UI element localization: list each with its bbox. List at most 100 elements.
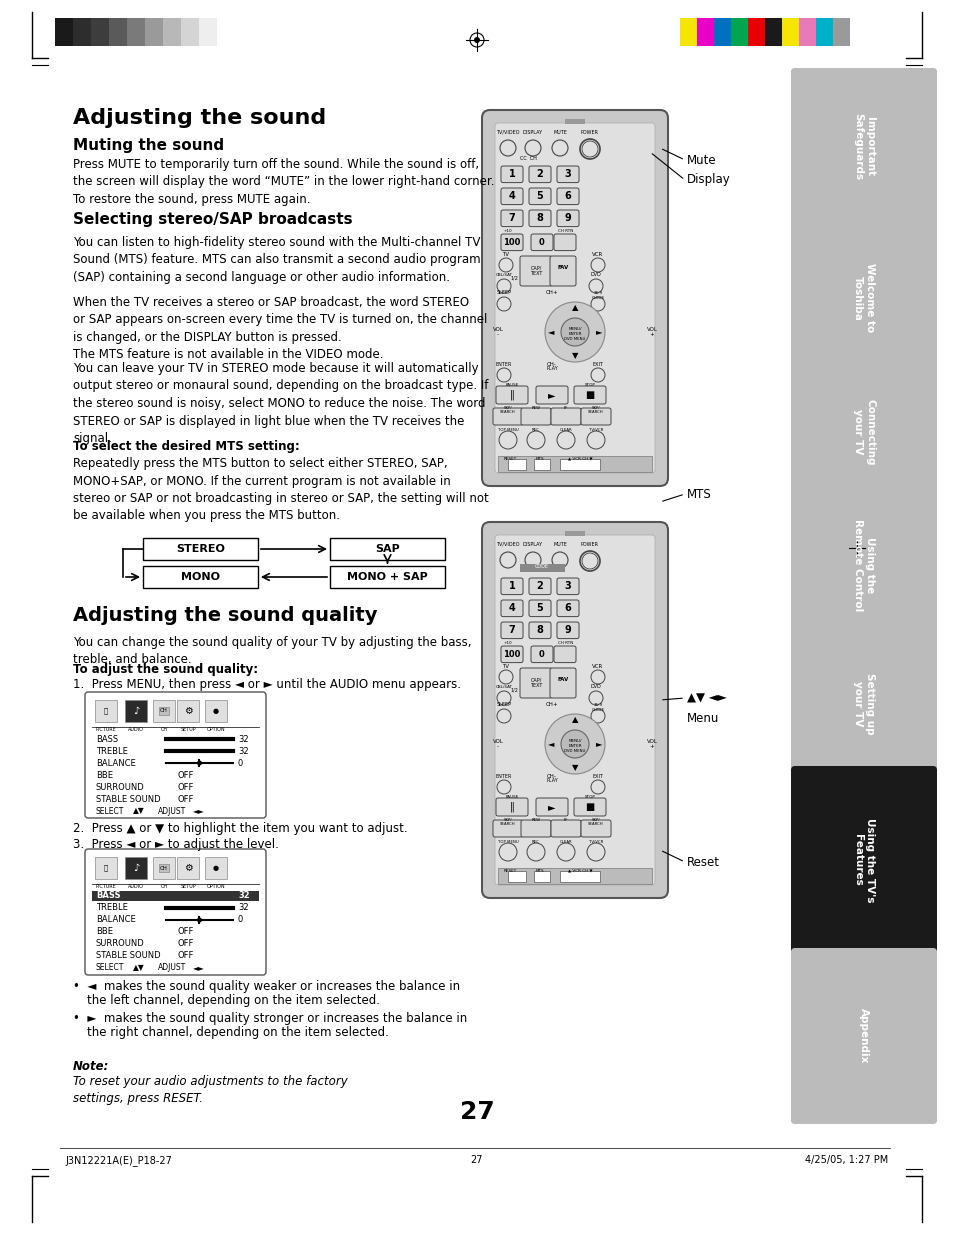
- FancyBboxPatch shape: [520, 408, 551, 424]
- Bar: [781, 19, 799, 46]
- FancyBboxPatch shape: [557, 622, 578, 639]
- Text: POWER: POWER: [580, 130, 598, 135]
- Text: OFF: OFF: [178, 928, 194, 937]
- FancyBboxPatch shape: [557, 167, 578, 183]
- FancyBboxPatch shape: [529, 210, 551, 227]
- Text: TEXT: TEXT: [529, 682, 541, 689]
- Text: ●: ●: [213, 865, 219, 871]
- Text: TV: TV: [502, 664, 509, 669]
- Text: FAV: FAV: [557, 677, 568, 682]
- Text: REC: REC: [532, 840, 539, 844]
- Text: •  ►  makes the sound quality stronger or increases the balance in: • ► makes the sound quality stronger or …: [73, 1012, 467, 1025]
- Text: 1/2: 1/2: [510, 689, 517, 694]
- Text: Note:: Note:: [73, 1060, 110, 1074]
- Text: DISPLAY: DISPLAY: [522, 130, 542, 135]
- Bar: [730, 19, 747, 46]
- FancyBboxPatch shape: [550, 255, 576, 286]
- Text: BBE: BBE: [96, 770, 112, 780]
- Text: DVD: DVD: [590, 684, 600, 689]
- Bar: [559, 871, 599, 882]
- Text: Selecting stereo/SAP broadcasts: Selecting stereo/SAP broadcasts: [73, 212, 353, 227]
- Text: RESET: RESET: [503, 869, 517, 872]
- FancyBboxPatch shape: [500, 578, 522, 595]
- Circle shape: [544, 302, 604, 362]
- Text: ▲ VCR CH ▼: ▲ VCR CH ▼: [567, 869, 592, 872]
- Text: 0: 0: [538, 650, 544, 659]
- Text: 100: 100: [503, 238, 520, 247]
- Text: DVD: DVD: [590, 271, 600, 276]
- Text: STABLE SOUND: STABLE SOUND: [96, 795, 160, 803]
- Text: ▲▼: ▲▼: [132, 964, 145, 972]
- Text: FAV: FAV: [557, 265, 568, 270]
- Bar: [507, 459, 525, 470]
- Text: ◄: ◄: [547, 739, 554, 749]
- Text: ADJUST: ADJUST: [158, 807, 186, 816]
- Text: TV/VCR: TV/VCR: [588, 840, 602, 844]
- Text: ENTER: ENTER: [496, 362, 512, 366]
- FancyBboxPatch shape: [481, 522, 667, 898]
- Text: 2.  Press ▲ or ▼ to highlight the item you want to adjust.: 2. Press ▲ or ▼ to highlight the item yo…: [73, 822, 407, 835]
- Text: TOP MENU: TOP MENU: [497, 428, 517, 432]
- Text: CAP/: CAP/: [530, 677, 541, 682]
- FancyBboxPatch shape: [500, 188, 522, 205]
- Text: MUTE: MUTE: [553, 130, 566, 135]
- Bar: [832, 19, 849, 46]
- Text: 1: 1: [508, 169, 515, 179]
- FancyBboxPatch shape: [481, 110, 667, 486]
- Text: ▼: ▼: [571, 764, 578, 772]
- Text: CH-: CH-: [546, 774, 557, 779]
- Text: CH-: CH-: [546, 362, 557, 366]
- Text: ▼: ▼: [571, 352, 578, 360]
- Text: ►: ►: [548, 390, 556, 400]
- FancyBboxPatch shape: [580, 408, 610, 424]
- Text: 100: 100: [503, 650, 520, 659]
- Text: SLEEP: SLEEP: [496, 290, 511, 295]
- FancyBboxPatch shape: [531, 647, 553, 663]
- Text: 3: 3: [564, 169, 571, 179]
- Bar: [159, 864, 169, 872]
- Text: STOP: STOP: [584, 383, 595, 387]
- Text: SEARCH: SEARCH: [588, 410, 603, 413]
- Bar: [330, 538, 444, 560]
- Bar: [95, 700, 117, 722]
- Circle shape: [560, 318, 588, 346]
- Bar: [564, 118, 584, 123]
- Text: 9: 9: [564, 213, 571, 223]
- Text: 4/25/05, 1:27 PM: 4/25/05, 1:27 PM: [804, 1155, 887, 1165]
- FancyBboxPatch shape: [557, 600, 578, 617]
- FancyBboxPatch shape: [529, 578, 551, 595]
- Text: ■: ■: [585, 802, 594, 812]
- Text: PICTURE: PICTURE: [95, 727, 116, 732]
- Text: PAUSE: PAUSE: [505, 795, 518, 798]
- Bar: [55, 19, 73, 46]
- Text: ⚙: ⚙: [183, 863, 193, 872]
- Text: Setting up
your TV: Setting up your TV: [852, 674, 874, 734]
- Text: 32: 32: [237, 747, 249, 755]
- FancyBboxPatch shape: [500, 167, 522, 183]
- Text: 3.  Press ◄ or ► to adjust the level.: 3. Press ◄ or ► to adjust the level.: [73, 838, 278, 851]
- Text: OFF: OFF: [178, 795, 194, 803]
- Text: REW: REW: [531, 406, 540, 410]
- Text: CC  CH: CC CH: [519, 155, 536, 160]
- FancyBboxPatch shape: [557, 578, 578, 595]
- Text: ♪: ♪: [132, 706, 139, 716]
- Text: STOP: STOP: [584, 795, 595, 798]
- Text: PAUSE: PAUSE: [505, 383, 518, 387]
- FancyBboxPatch shape: [495, 123, 655, 473]
- Bar: [199, 19, 216, 46]
- FancyBboxPatch shape: [580, 821, 610, 837]
- FancyBboxPatch shape: [529, 167, 551, 183]
- Text: ►: ►: [548, 802, 556, 812]
- Text: To reset your audio adjustments to the factory
settings, press RESET.: To reset your audio adjustments to the f…: [73, 1075, 348, 1104]
- Text: SAP: SAP: [375, 544, 399, 554]
- Text: TV/VIDEO: TV/VIDEO: [496, 542, 519, 547]
- FancyBboxPatch shape: [493, 408, 522, 424]
- Text: SURROUND: SURROUND: [96, 782, 145, 791]
- Text: ◄: ◄: [547, 327, 554, 337]
- Text: 32: 32: [237, 891, 250, 901]
- Text: ▲: ▲: [571, 304, 578, 312]
- Circle shape: [560, 731, 588, 758]
- FancyBboxPatch shape: [554, 234, 576, 251]
- Text: CH RTN: CH RTN: [558, 640, 573, 645]
- Text: DVD MENU: DVD MENU: [564, 337, 585, 341]
